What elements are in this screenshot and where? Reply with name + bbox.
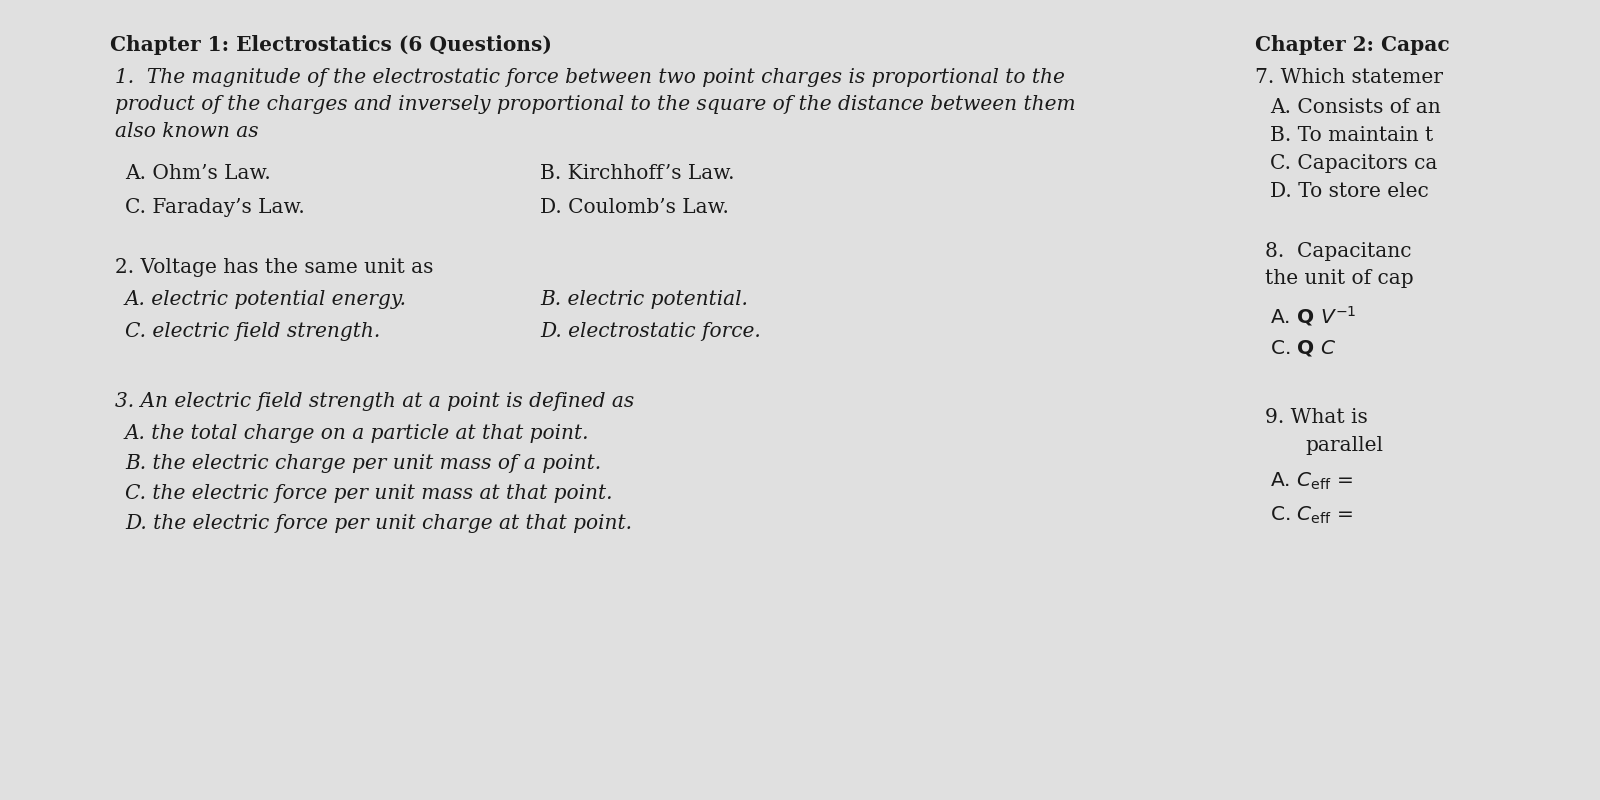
Text: B. the electric charge per unit mass of a point.: B. the electric charge per unit mass of …: [125, 454, 602, 473]
Text: Chapter 2: Capac: Chapter 2: Capac: [1254, 35, 1450, 55]
Text: D. Coulomb’s Law.: D. Coulomb’s Law.: [541, 198, 730, 217]
Text: A. electric potential energy.: A. electric potential energy.: [125, 290, 406, 309]
Text: Chapter 1: Electrostatics (6 Questions): Chapter 1: Electrostatics (6 Questions): [110, 35, 552, 55]
Text: the unit of cap: the unit of cap: [1266, 269, 1414, 288]
Text: 1.  The magnitude of the electrostatic force between two point charges is propor: 1. The magnitude of the electrostatic fo…: [115, 68, 1066, 87]
Text: 3. An electric field strength at a point is defined as: 3. An electric field strength at a point…: [115, 392, 634, 411]
Text: C. $C_{\mathrm{eff}}$ =: C. $C_{\mathrm{eff}}$ =: [1270, 505, 1354, 526]
Text: B. Kirchhoff’s Law.: B. Kirchhoff’s Law.: [541, 164, 734, 183]
Text: D. electrostatic force.: D. electrostatic force.: [541, 322, 760, 341]
Text: D. the electric force per unit charge at that point.: D. the electric force per unit charge at…: [125, 514, 632, 533]
Text: C. the electric force per unit mass at that point.: C. the electric force per unit mass at t…: [125, 484, 613, 503]
Text: A. the total charge on a particle at that point.: A. the total charge on a particle at tha…: [125, 424, 589, 443]
Text: C. electric field strength.: C. electric field strength.: [125, 322, 381, 341]
Text: C. $\mathbf{Q}$ $\mathit{C}$: C. $\mathbf{Q}$ $\mathit{C}$: [1270, 338, 1336, 358]
Text: B. To maintain t: B. To maintain t: [1270, 126, 1434, 145]
Text: A. $\mathbf{Q}$ $\mathit{V}^{-1}$: A. $\mathbf{Q}$ $\mathit{V}^{-1}$: [1270, 304, 1357, 328]
Text: D. To store elec: D. To store elec: [1270, 182, 1429, 201]
Text: parallel: parallel: [1306, 436, 1382, 455]
Text: A. Ohm’s Law.: A. Ohm’s Law.: [125, 164, 270, 183]
Text: C. Capacitors ca: C. Capacitors ca: [1270, 154, 1437, 173]
Text: product of the charges and inversely proportional to the square of the distance : product of the charges and inversely pro…: [115, 95, 1075, 114]
Text: C. Faraday’s Law.: C. Faraday’s Law.: [125, 198, 304, 217]
Text: 7. Which statemer: 7. Which statemer: [1254, 68, 1443, 87]
Text: A. Consists of an: A. Consists of an: [1270, 98, 1440, 117]
Text: 2. Voltage has the same unit as: 2. Voltage has the same unit as: [115, 258, 434, 277]
Text: A. $C_{\mathrm{eff}}$ =: A. $C_{\mathrm{eff}}$ =: [1270, 471, 1354, 492]
Text: 9. What is: 9. What is: [1266, 408, 1368, 427]
Text: also known as: also known as: [115, 122, 259, 141]
Text: 8.  Capacitanc: 8. Capacitanc: [1266, 242, 1411, 261]
Text: B. electric potential.: B. electric potential.: [541, 290, 747, 309]
